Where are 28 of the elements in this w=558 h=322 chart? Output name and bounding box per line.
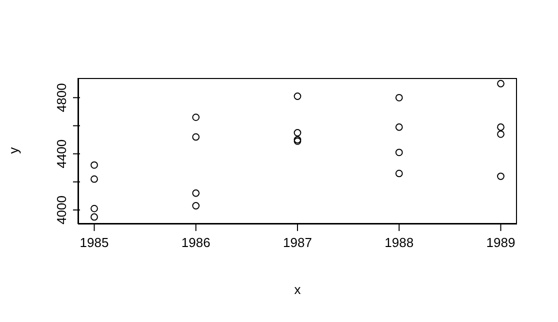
- point: [497, 172, 504, 180]
- point: [497, 130, 504, 138]
- point: [192, 114, 200, 122]
- point: [395, 170, 403, 178]
- point: [497, 80, 504, 88]
- point: [497, 123, 504, 131]
- point: [90, 161, 98, 169]
- point: [192, 189, 200, 197]
- point: [395, 123, 403, 131]
- x-tick-label: 1988: [384, 235, 414, 250]
- point: [395, 148, 403, 156]
- y-axis-title: y: [6, 147, 21, 154]
- point: [192, 133, 200, 141]
- x-tick-label: 1987: [283, 235, 312, 250]
- point: [90, 175, 98, 183]
- y-tick-label: 4000: [54, 196, 69, 224]
- point: [192, 202, 200, 210]
- x-tick-label: 1989: [486, 235, 516, 250]
- point: [395, 94, 403, 102]
- x-tick-label: 1986: [181, 235, 210, 250]
- point: [294, 129, 302, 136]
- point: [90, 213, 98, 221]
- y-tick-label: 4800: [54, 83, 69, 112]
- x-tick-label: 1985: [80, 235, 109, 250]
- y-tick-label: 4400: [54, 139, 69, 168]
- point: [294, 92, 302, 100]
- point: [90, 204, 98, 212]
- x-axis-title: x: [293, 282, 302, 297]
